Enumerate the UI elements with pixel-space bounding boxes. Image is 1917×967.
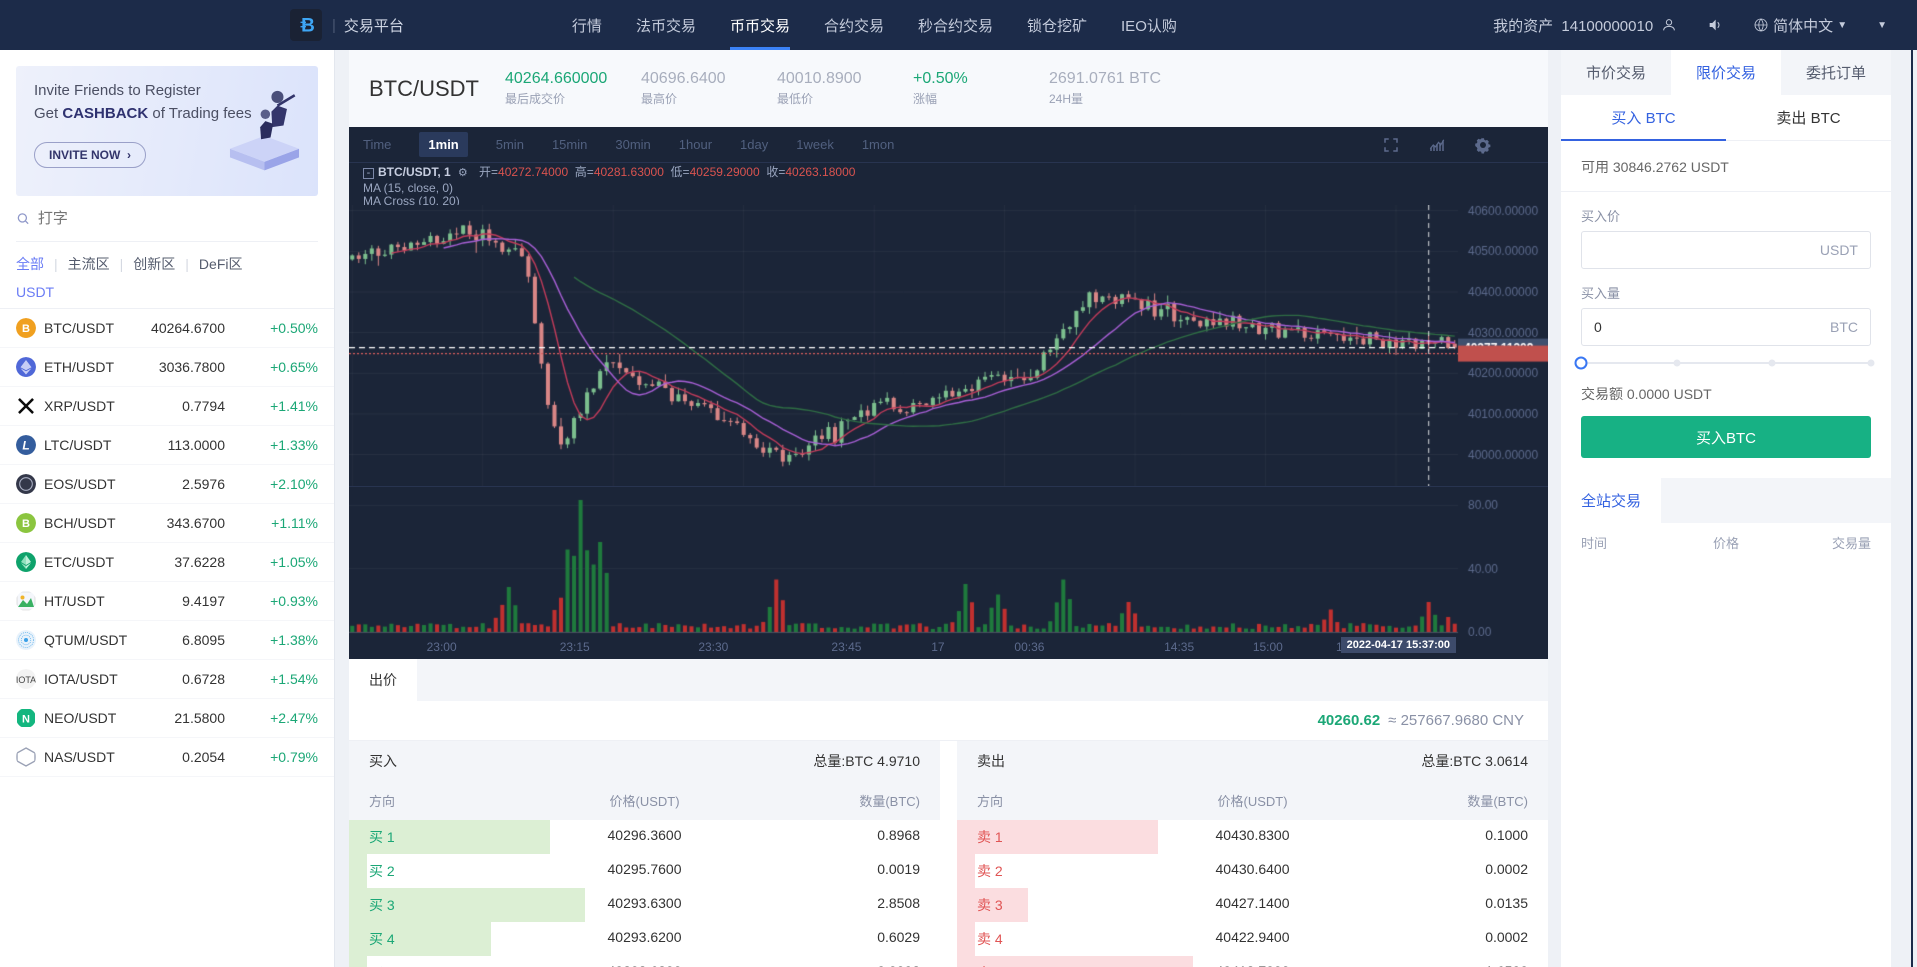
svg-text:N: N (22, 714, 30, 726)
svg-text:IOTA: IOTA (16, 675, 36, 685)
svg-text:B: B (22, 323, 30, 335)
svg-text:B: B (22, 518, 30, 530)
svg-text:L: L (22, 439, 29, 453)
svg-text:B: B (301, 16, 315, 37)
